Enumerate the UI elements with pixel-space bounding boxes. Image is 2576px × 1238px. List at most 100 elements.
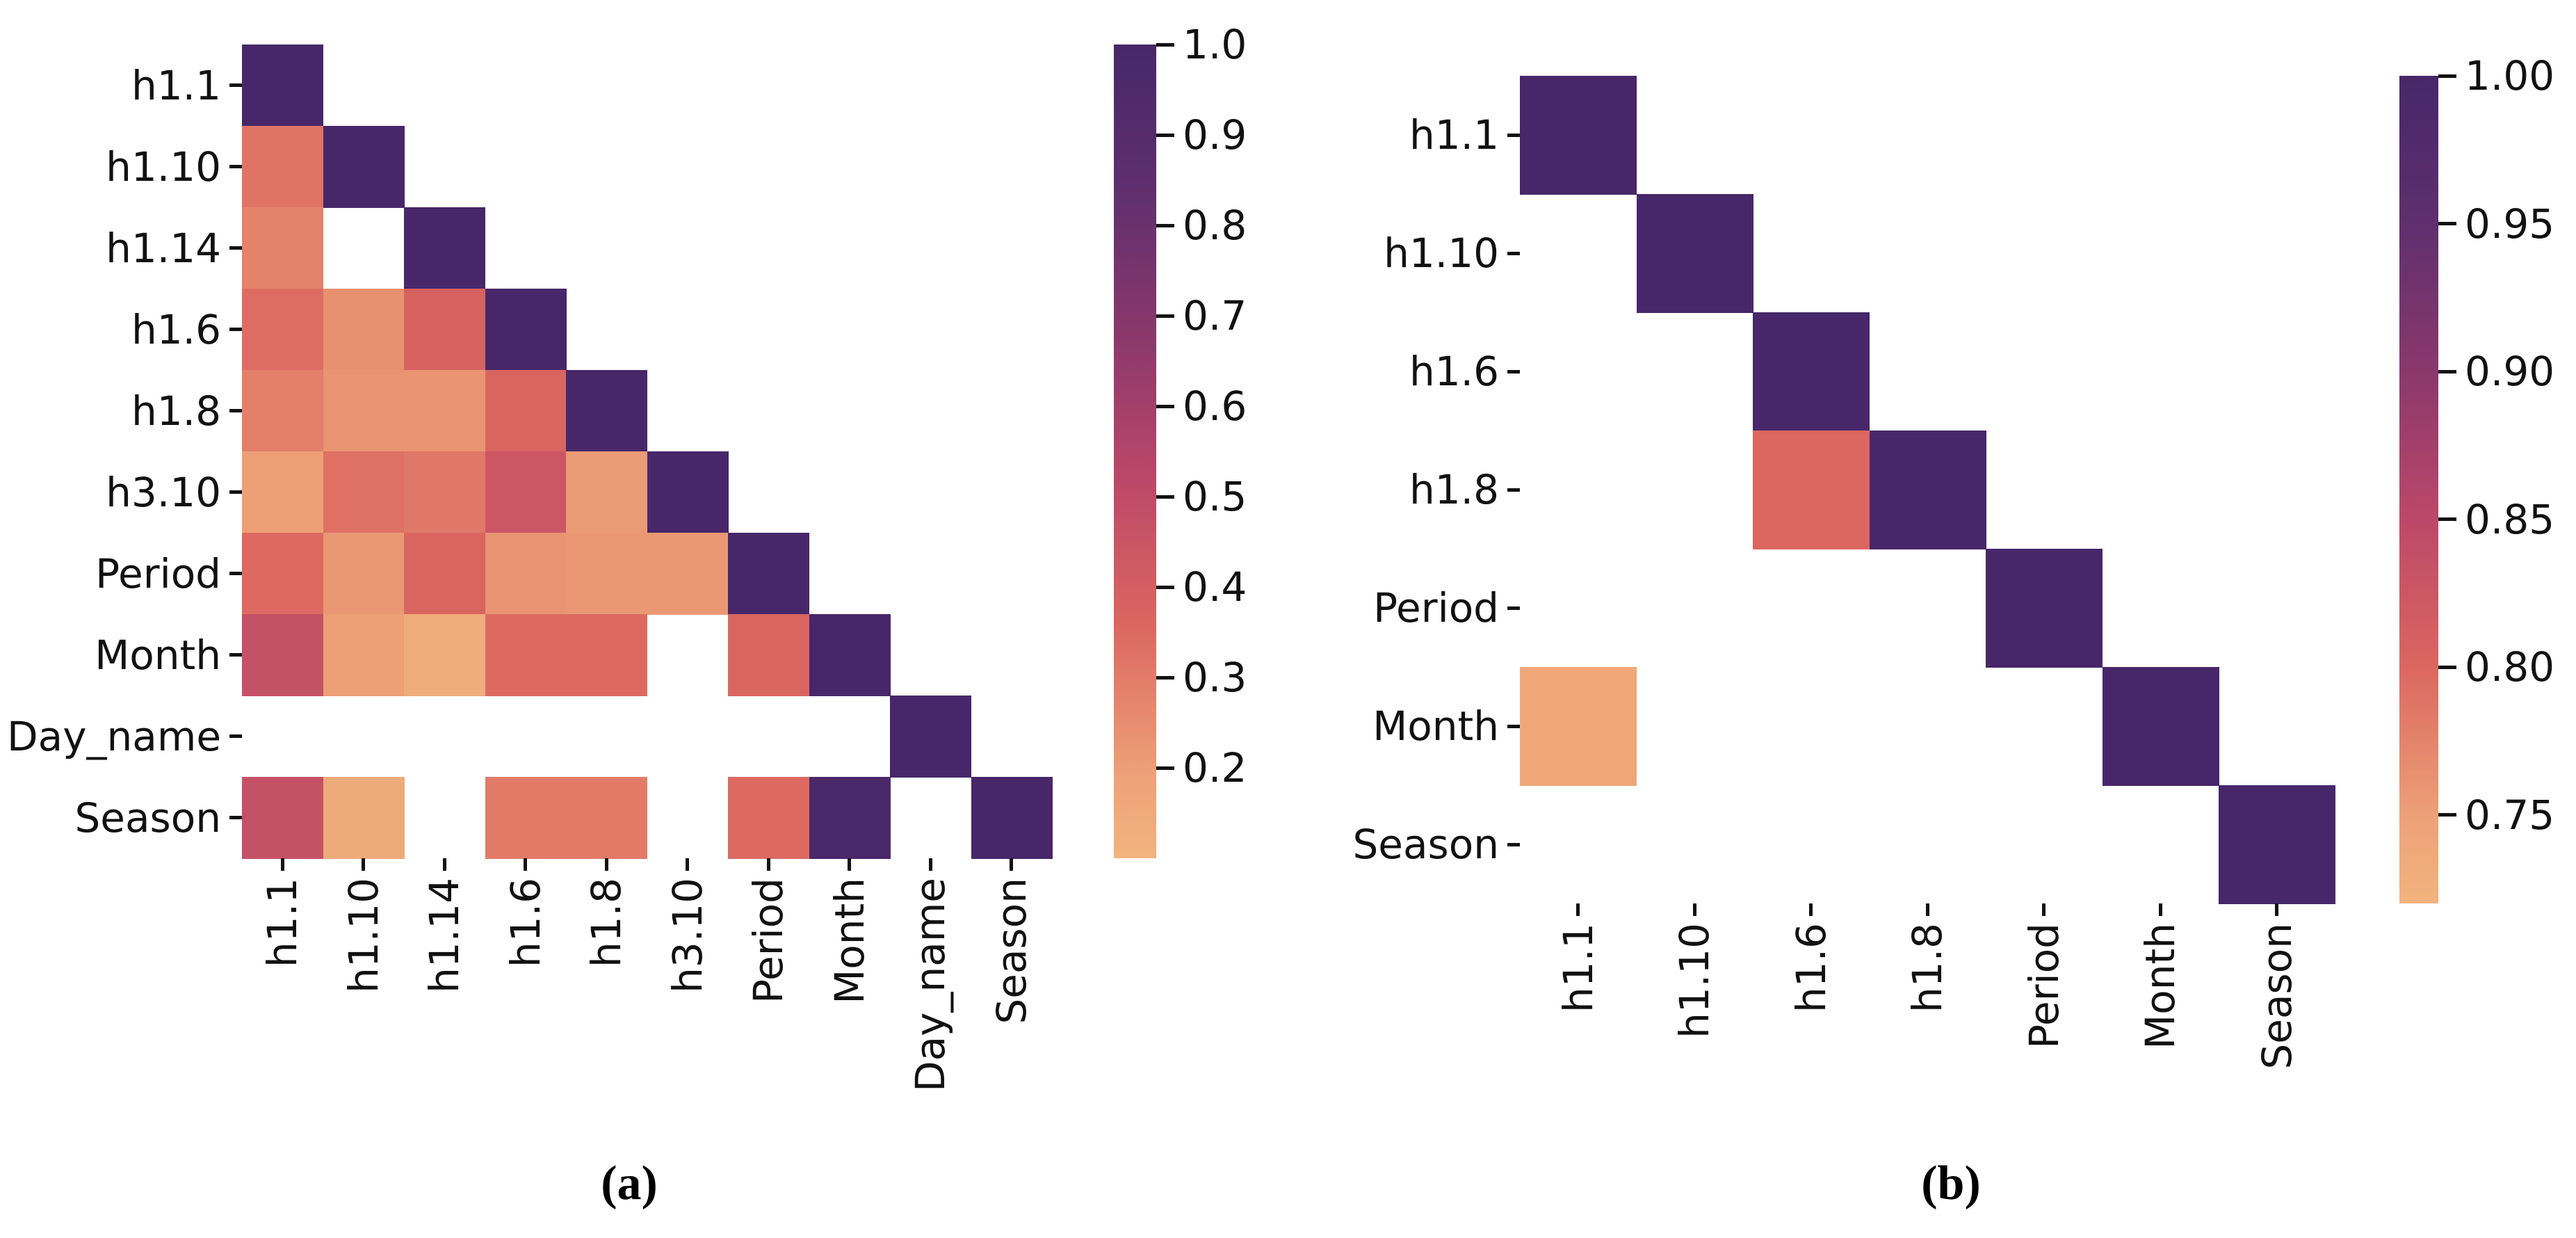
heatmap-cell <box>1986 549 2103 668</box>
colorbar-tick-mark <box>1156 495 1174 499</box>
y-tick-label: Period <box>1373 584 1499 632</box>
heatmap-cell <box>1753 431 1870 549</box>
x-tick-mark <box>928 858 932 871</box>
heatmap-cell <box>323 289 405 371</box>
colorbar-tick-mark <box>2438 517 2456 521</box>
colorbar-tick-mark <box>1156 585 1174 589</box>
heatmap-cell <box>242 451 324 533</box>
x-tick-mark <box>1010 858 1014 871</box>
y-tick-mark <box>1507 251 1520 255</box>
y-tick-mark <box>229 490 242 494</box>
heatmap-cell <box>485 289 567 371</box>
y-tick-mark <box>229 246 242 250</box>
colorbar-tick-label: 0.3 <box>1183 654 1247 701</box>
heatmap-cell <box>971 777 1053 859</box>
heatmap-cell <box>728 614 810 696</box>
y-tick-label: h1.10 <box>106 143 221 191</box>
heatmap-cell <box>647 451 729 533</box>
colorbar-tick-label: 0.8 <box>1183 202 1247 249</box>
heatmap-cell <box>323 533 405 615</box>
x-tick-label: Season <box>2253 923 2301 1070</box>
y-tick-mark <box>229 653 242 657</box>
colorbar-tick-mark <box>1156 766 1174 770</box>
heatmap-cell <box>1520 76 1637 195</box>
heatmap-cell <box>242 207 324 289</box>
y-tick-mark <box>1507 133 1520 137</box>
heatmap-cell <box>323 451 405 533</box>
y-tick-label: Day_name <box>6 712 221 760</box>
x-tick-label: Month <box>2137 923 2185 1050</box>
y-tick-label: h1.6 <box>131 305 221 353</box>
y-tick-label: Month <box>1372 702 1499 750</box>
heatmap-cell <box>404 289 486 371</box>
heatmap-cell <box>323 614 405 696</box>
heatmap-cell <box>485 777 567 859</box>
heatmap-cell <box>728 533 810 615</box>
x-tick-mark <box>604 858 608 871</box>
y-tick-mark <box>229 734 242 738</box>
y-tick-mark <box>229 328 242 331</box>
heatmap-cell <box>242 614 324 696</box>
heatmap-cell <box>1520 667 1637 786</box>
heatmap-cell <box>404 207 486 289</box>
colorbar-tick-mark <box>1156 223 1174 227</box>
heatmap-cell <box>485 533 567 615</box>
heatmap-cell <box>728 777 810 859</box>
x-tick-mark <box>1809 903 1813 916</box>
y-tick-label: h3.10 <box>106 468 221 516</box>
heatmap-cell <box>1636 194 1753 313</box>
y-tick-label: h1.6 <box>1409 348 1499 395</box>
y-tick-label: h1.14 <box>106 224 221 272</box>
colorbar-tick-mark <box>2438 222 2456 225</box>
y-tick-mark <box>229 409 242 412</box>
colorbar-tick-mark <box>1156 404 1174 408</box>
x-tick-mark <box>362 858 366 871</box>
colorbar-tick-label: 0.9 <box>1183 111 1247 159</box>
y-tick-mark <box>1507 369 1520 373</box>
heatmap-cell <box>242 533 324 615</box>
x-tick-mark <box>766 858 770 871</box>
heatmap-cell <box>566 614 648 696</box>
heatmap-cell <box>404 451 486 533</box>
x-tick-mark <box>686 858 690 871</box>
heatmap-cell <box>485 614 567 696</box>
heatmap-cell <box>242 370 324 452</box>
colorbar-tick-label: 1.0 <box>1183 21 1247 68</box>
heatmap-cell <box>242 777 324 859</box>
x-tick-label: h1.6 <box>1787 923 1835 1013</box>
x-tick-mark <box>280 858 284 871</box>
y-tick-label: h1.1 <box>1409 111 1499 159</box>
heatmap-cell <box>485 370 567 452</box>
heatmap-cell <box>809 614 891 696</box>
x-tick-mark <box>1692 903 1696 916</box>
y-tick-label: Month <box>95 631 221 679</box>
colorbar-tick-mark <box>2438 369 2456 373</box>
heatmap-cell <box>323 370 405 452</box>
colorbar-tick-label: 0.75 <box>2465 791 2555 839</box>
y-tick-mark <box>229 83 242 87</box>
colorbar-tick-label: 0.95 <box>2465 200 2555 248</box>
y-tick-mark <box>229 572 242 575</box>
panel-caption-a: (a) <box>601 1157 658 1210</box>
x-tick-mark <box>848 858 852 871</box>
y-tick-label: h1.10 <box>1384 230 1499 277</box>
heatmap-cell <box>485 451 567 533</box>
colorbar-tick-label: 0.7 <box>1183 292 1247 339</box>
colorbar-tick-mark <box>1156 314 1174 318</box>
colorbar-tick-mark <box>2438 665 2456 669</box>
y-tick-label: Period <box>95 549 221 597</box>
x-tick-mark <box>524 858 528 871</box>
colorbar-tick-mark <box>1156 133 1174 137</box>
y-tick-mark <box>1507 488 1520 492</box>
heatmap-cell <box>890 696 972 778</box>
heatmap-cell <box>1869 431 1986 549</box>
x-tick-mark <box>2042 903 2046 916</box>
x-tick-mark <box>442 858 446 871</box>
colorbar-tick-label: 0.2 <box>1183 744 1247 791</box>
heatmap-cell <box>566 451 648 533</box>
colorbar-tick-label: 0.5 <box>1183 473 1247 520</box>
heatmap-cell <box>566 777 648 859</box>
x-tick-label: h1.8 <box>1904 923 1952 1013</box>
